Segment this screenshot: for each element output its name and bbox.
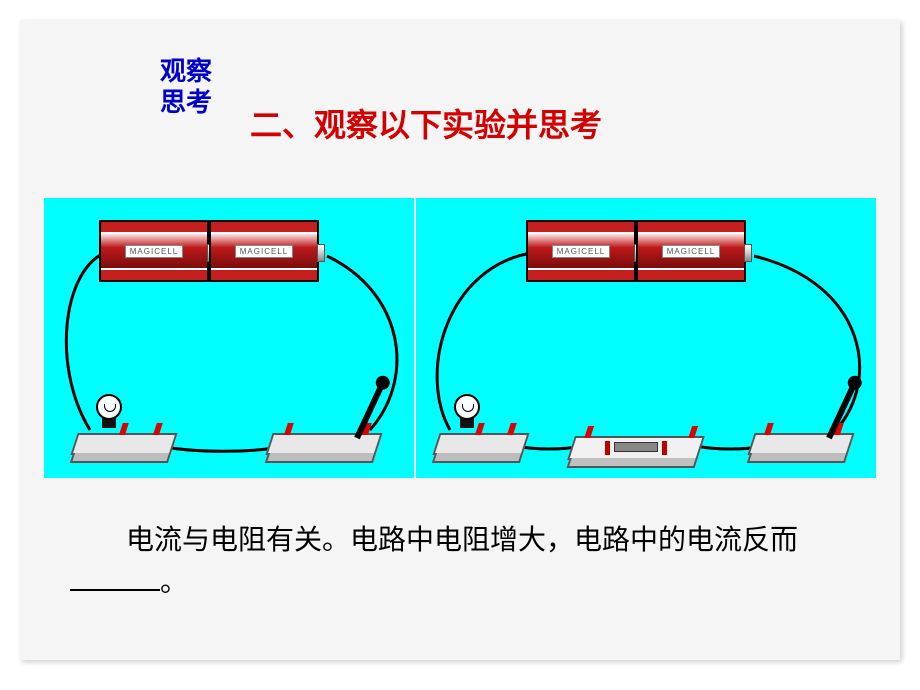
battery: MAGICELL [209,220,319,282]
circuit-diagram-right: MAGICELL MAGICELL [416,198,876,478]
light-bulb [96,394,122,428]
side-label-line2: 思考 [160,87,212,118]
battery: MAGICELL [99,220,209,282]
battery: MAGICELL [526,220,636,282]
resistor [614,442,658,452]
battery-pair: MAGICELL MAGICELL [99,220,319,282]
battery-label: MAGICELL [235,245,293,258]
wire [437,253,531,430]
main-title: 二、观察以下实验并思考 [250,100,602,146]
battery-label: MAGICELL [662,245,720,258]
light-bulb [454,394,480,428]
wire [160,446,284,451]
battery-label: MAGICELL [552,245,610,258]
circuit-diagram-left: MAGICELL MAGICELL [44,198,414,478]
caption-text: 电流与电阻有关。电路中电阻增大，电路中的电流反而。 [70,520,870,604]
bulb-base [432,433,529,455]
diagram-row: MAGICELL MAGICELL [20,198,900,478]
switch-base [747,433,854,455]
switch-base [265,433,382,455]
wire [327,256,397,430]
switch-lever [354,384,384,439]
switch-lever [826,384,856,439]
caption-part1: 电流与电阻有关。电路中电阻增大，电路中的电流反而 [126,525,798,556]
battery-pair: MAGICELL MAGICELL [526,220,746,282]
battery: MAGICELL [636,220,746,282]
side-label-line1: 观察 [160,56,212,87]
slide: 观察 思考 二、观察以下实验并思考 MAGICELL MAGICELL [20,20,900,660]
bulb-base [70,433,177,455]
battery-label: MAGICELL [125,245,183,258]
fill-blank [70,589,160,591]
caption-part2: 。 [160,567,188,598]
caption-indent [70,525,126,556]
side-label: 观察 思考 [160,56,212,118]
